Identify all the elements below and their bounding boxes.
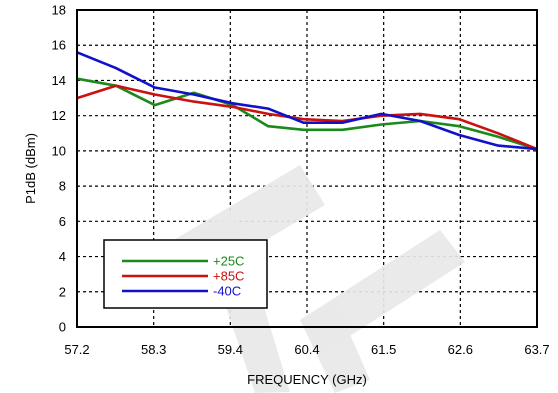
y-tick-label: 2 bbox=[59, 284, 66, 299]
series-line-2 bbox=[76, 84, 538, 151]
y-tick-label: 16 bbox=[52, 38, 66, 53]
legend-label: +85C bbox=[213, 269, 244, 284]
series-layer bbox=[76, 51, 538, 151]
plot-frame bbox=[76, 9, 538, 328]
x-tick-label: 62.6 bbox=[448, 342, 473, 357]
x-tick-label: 57.2 bbox=[64, 342, 89, 357]
y-axis-title: P1dB (dBm) bbox=[23, 133, 38, 204]
y-tick-label: 12 bbox=[52, 108, 66, 123]
y-tick-label: 0 bbox=[59, 320, 66, 335]
x-tick-label: 60.4 bbox=[294, 342, 319, 357]
x-tick-label: 58.3 bbox=[141, 342, 166, 357]
series-line-3 bbox=[76, 51, 538, 151]
x-tick-label: 61.5 bbox=[371, 342, 396, 357]
y-tick-label: 10 bbox=[52, 143, 66, 158]
x-tick-label: 63.7 bbox=[524, 342, 549, 357]
y-tick-label: 8 bbox=[59, 179, 66, 194]
legend: +25C+85C-40C bbox=[103, 239, 268, 309]
y-tick-label: 18 bbox=[52, 3, 66, 18]
x-tick-label: 59.4 bbox=[218, 342, 243, 357]
legend-label: -40C bbox=[213, 284, 241, 299]
legend-label: +25C bbox=[213, 254, 244, 269]
y-tick-label: 4 bbox=[59, 249, 66, 264]
legend-box bbox=[103, 239, 268, 309]
x-axis-title: FREQUENCY (GHz) bbox=[247, 372, 367, 387]
y-tick-label: 14 bbox=[52, 73, 66, 88]
tick-labels: 57.2 58.3 59.4 60.4 61.5 62.6 63.7 0 2 4 6 8 10 12 14 1… bbox=[52, 3, 550, 358]
watermark-e-arm bbox=[300, 300, 370, 393]
series-line-1 bbox=[76, 77, 538, 151]
y-tick-label: 6 bbox=[59, 214, 66, 229]
